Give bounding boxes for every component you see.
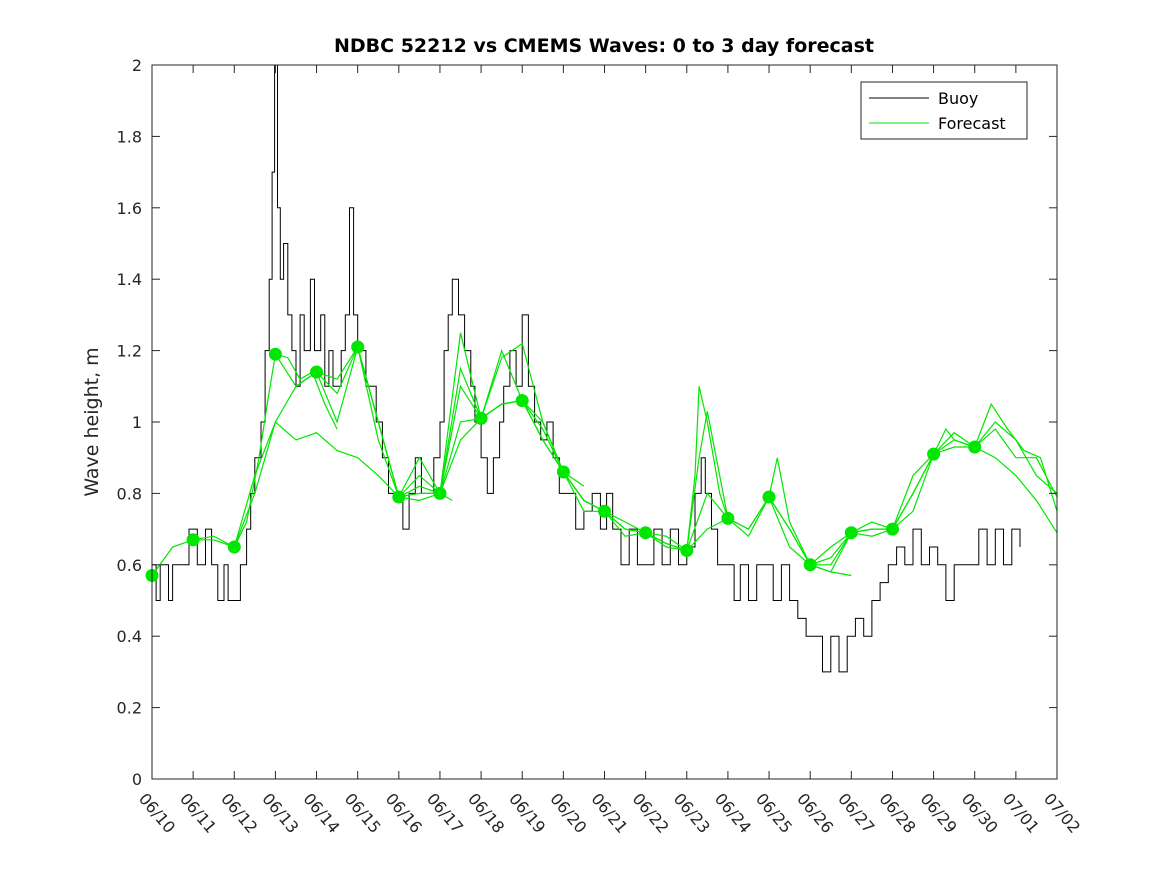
y-tick-label: 1: [132, 413, 142, 432]
forecast-marker-13: [639, 526, 653, 540]
y-tick-label: 1.2: [117, 342, 142, 361]
forecast-series-line-12: [851, 446, 1058, 537]
forecast-marker-14: [680, 544, 694, 557]
forecast-marker-12: [598, 504, 611, 518]
y-tick-label: 0.6: [117, 556, 142, 575]
forecast-marker-3: [227, 540, 241, 554]
legend-box: [860, 81, 1028, 140]
y-tick-label: 0.2: [117, 699, 142, 718]
y-tick-label: 2: [132, 56, 142, 75]
y-axis-label: Wave height, m: [81, 347, 103, 496]
forecast-marker-9: [474, 411, 488, 425]
forecast-marker-6: [351, 340, 365, 354]
forecast-marker-16: [762, 490, 776, 504]
forecast-marker-20: [927, 447, 941, 461]
forecast-marker-10: [515, 394, 529, 408]
y-tick-label: 1.6: [117, 199, 142, 218]
forecast-marker-11: [556, 465, 570, 479]
chart-title: NDBC 52212 vs CMEMS Waves: 0 to 3 day fo…: [334, 35, 874, 57]
y-tick-label: 1.4: [117, 270, 142, 289]
forecast-marker-7: [392, 490, 406, 504]
y-tick-label: 0: [132, 770, 142, 789]
forecast-marker-15: [721, 511, 735, 525]
forecast-marker-4: [268, 347, 282, 361]
series-layer: [145, 64, 1058, 673]
y-tick-label: 0.8: [117, 484, 142, 503]
forecast-series-line-6: [357, 332, 729, 552]
forecast-marker-21: [968, 440, 982, 454]
forecast-series-line-4: [274, 342, 585, 499]
forecast-series-line-8: [562, 411, 852, 573]
legend-label-buoy: Buoy: [938, 89, 978, 108]
plot-area: [152, 65, 1057, 779]
forecast-marker-18: [844, 526, 858, 540]
y-tick-label: 0.4: [117, 627, 142, 646]
y-tick-label: 1.8: [117, 127, 142, 146]
buoy-series-line: [152, 64, 1021, 673]
forecast-marker-19: [886, 522, 899, 536]
forecast-series-line-2: [192, 345, 453, 548]
legend: Buoy Forecast: [860, 81, 1028, 140]
forecast-series-line-10: [768, 402, 1058, 566]
forecast-marker-17: [803, 558, 817, 572]
forecast-series-line-7: [439, 348, 852, 577]
forecast-marker-5: [310, 365, 323, 379]
forecast-marker-8: [433, 486, 447, 500]
forecast-marker-2: [186, 533, 200, 547]
legend-label-forecast: Forecast: [938, 114, 1006, 133]
